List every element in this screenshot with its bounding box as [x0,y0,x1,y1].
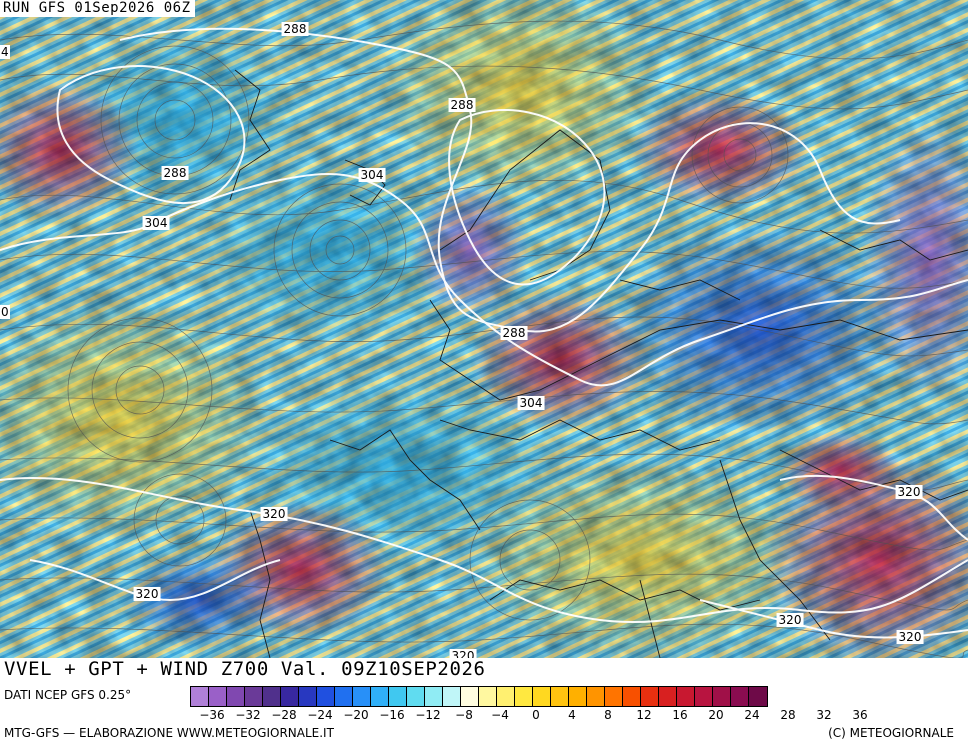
credit-website[interactable]: MTG-GFS — ELABORAZIONE WWW.METEOGIORNALE… [4,726,334,740]
colorbar-swatch [317,687,335,706]
colorbar-swatch [281,687,299,706]
colorbar-tick-label: 36 [852,708,868,722]
colorbar-tick-label: −4 [491,708,509,722]
colorbar-swatch [533,687,551,706]
colorbar-tick-label: −28 [271,708,297,722]
contour-label-320-africa: 320 [776,613,804,627]
colorbar-swatch [677,687,695,706]
colorbar-tick-label: 16 [672,708,688,722]
colorbar-tick-label: 12 [636,708,652,722]
weather-map: RUN GFS 01Sep2026 06Z 288 288 288 304 304 288… [0,0,968,658]
colorbar-swatch [191,687,209,706]
colorbar-swatch [299,687,317,706]
colorbar-swatch [263,687,281,706]
colorbar-swatch [695,687,713,706]
run-label: RUN GFS 01Sep2026 06Z [0,0,195,17]
colorbar-tick-label: 28 [780,708,796,722]
map-title: VVEL + GPT + WIND Z700 Val. 09Z10SEP2026 [4,658,486,680]
edge-label-left-mid: 0 [0,305,10,319]
colorbar-swatch [641,687,659,706]
colorbar-tick-label: 4 [568,708,576,722]
colorbar-tick-label: 0 [532,708,540,722]
contour-label-320-azores: 320 [133,587,161,601]
colorbar-tick-label: 8 [604,708,612,722]
colorbar-swatch [731,687,749,706]
colorbar-swatch [623,687,641,706]
contour-label-320-south: 320 [896,630,924,644]
colorbar-swatch [497,687,515,706]
colorbar-tick-label: −8 [455,708,473,722]
colorbar-tick-label: 32 [816,708,832,722]
contour-label-288-greenland: 288 [448,98,476,112]
colorbar-swatch [353,687,371,706]
contour-label-304-iceland: 304 [358,168,386,182]
colorbar-tick-label: 20 [708,708,724,722]
colorbar-ticks: −36 −32 −28 −24 −20 −16 −12 −8 −4 0 4 8 12 16 20 24 28 32… [190,708,968,724]
colorbar-tick-label: −20 [343,708,369,722]
data-source: DATI NCEP GFS 0.25° [4,688,132,702]
colorbar-tick-label: 24 [744,708,760,722]
contour-label-288-scandinavia: 288 [500,326,528,340]
colorbar-swatch [407,687,425,706]
contour-label-304-atlantic: 304 [142,216,170,230]
colorbar-swatch [245,687,263,706]
colorbar-swatch [425,687,443,706]
colorbar-swatch [587,687,605,706]
contour-label-304-central-europe: 304 [517,396,545,410]
colorbar [190,686,768,707]
colorbar-swatch [569,687,587,706]
colorbar-swatch [605,687,623,706]
colorbar-swatch [659,687,677,706]
map-footer: VVEL + GPT + WIND Z700 Val. 09Z10SEP2026… [0,658,968,745]
colorbar-tick-label: −36 [199,708,225,722]
colorbar-swatch [443,687,461,706]
colorbar-swatch [335,687,353,706]
contour-label-320-east-africa: 320 [449,649,477,658]
vertical-velocity-field [0,0,968,658]
edge-label-left-top: 4 [0,45,10,59]
colorbar-swatch [479,687,497,706]
colorbar-tick-label: −16 [379,708,405,722]
credit-copyright: (C) METEOGIORNALE [828,726,954,740]
colorbar-swatch [713,687,731,706]
colorbar-swatch [227,687,245,706]
contour-label-288-north: 288 [281,22,309,36]
colorbar-tick-label: −24 [307,708,333,722]
colorbar-swatch [389,687,407,706]
colorbar-tick-label: −32 [235,708,261,722]
colorbar-swatch [551,687,569,706]
colorbar-tick-label: −12 [415,708,441,722]
contour-label-320-atlantic-south: 320 [260,507,288,521]
contour-label-288-west-low: 288 [161,166,189,180]
colorbar-swatch [461,687,479,706]
contour-label-320-middle-east: 320 [895,485,923,499]
colorbar-swatch [371,687,389,706]
colorbar-swatch [209,687,227,706]
colorbar-swatch [749,687,767,706]
colorbar-swatch [515,687,533,706]
